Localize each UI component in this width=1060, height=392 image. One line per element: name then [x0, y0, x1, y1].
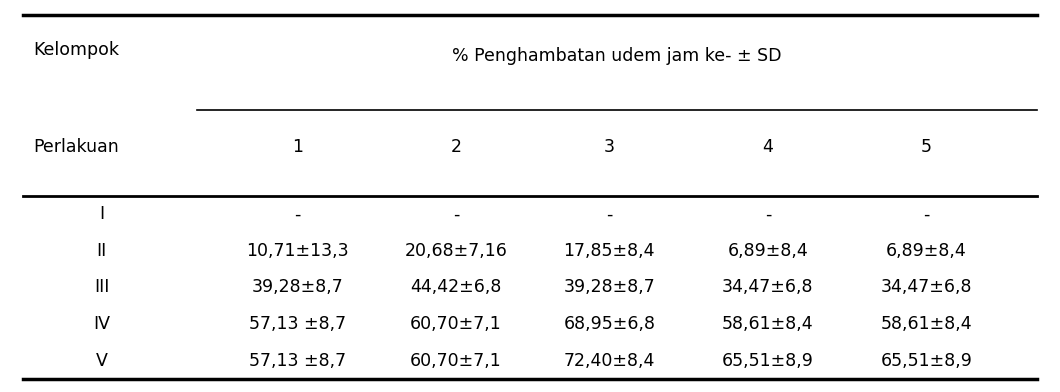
Text: 20,68±7,16: 20,68±7,16 [405, 242, 508, 260]
Text: V: V [95, 352, 108, 370]
Text: 4: 4 [762, 138, 774, 156]
Text: 3: 3 [604, 138, 615, 156]
Text: 57,13 ±8,7: 57,13 ±8,7 [249, 352, 346, 370]
Text: Perlakuan: Perlakuan [33, 138, 119, 156]
Text: 17,85±8,4: 17,85±8,4 [564, 242, 655, 260]
Text: 65,51±8,9: 65,51±8,9 [722, 352, 814, 370]
Text: -: - [295, 205, 301, 223]
Text: 1: 1 [292, 138, 303, 156]
Text: 39,28±8,7: 39,28±8,7 [251, 278, 343, 296]
Text: III: III [94, 278, 109, 296]
Text: 65,51±8,9: 65,51±8,9 [881, 352, 972, 370]
Text: 10,71±13,3: 10,71±13,3 [246, 242, 349, 260]
Text: Kelompok: Kelompok [33, 41, 119, 59]
Text: 5: 5 [921, 138, 932, 156]
Text: 57,13 ±8,7: 57,13 ±8,7 [249, 315, 346, 333]
Text: -: - [453, 205, 459, 223]
Text: II: II [96, 242, 107, 260]
Text: 72,40±8,4: 72,40±8,4 [564, 352, 655, 370]
Text: 60,70±7,1: 60,70±7,1 [410, 315, 501, 333]
Text: IV: IV [93, 315, 110, 333]
Text: 60,70±7,1: 60,70±7,1 [410, 352, 501, 370]
Text: 34,47±6,8: 34,47±6,8 [722, 278, 814, 296]
Text: % Penghambatan udem jam ke- ± SD: % Penghambatan udem jam ke- ± SD [453, 47, 782, 65]
Text: 68,95±6,8: 68,95±6,8 [563, 315, 655, 333]
Text: 58,61±8,4: 58,61±8,4 [722, 315, 814, 333]
Text: 58,61±8,4: 58,61±8,4 [881, 315, 972, 333]
Text: -: - [923, 205, 930, 223]
Text: I: I [100, 205, 104, 223]
Text: 44,42±6,8: 44,42±6,8 [410, 278, 501, 296]
Text: 6,89±8,4: 6,89±8,4 [886, 242, 967, 260]
Text: 34,47±6,8: 34,47±6,8 [881, 278, 972, 296]
Text: -: - [764, 205, 771, 223]
Text: 6,89±8,4: 6,89±8,4 [727, 242, 808, 260]
Text: 2: 2 [450, 138, 461, 156]
Text: -: - [606, 205, 613, 223]
Text: 39,28±8,7: 39,28±8,7 [564, 278, 655, 296]
